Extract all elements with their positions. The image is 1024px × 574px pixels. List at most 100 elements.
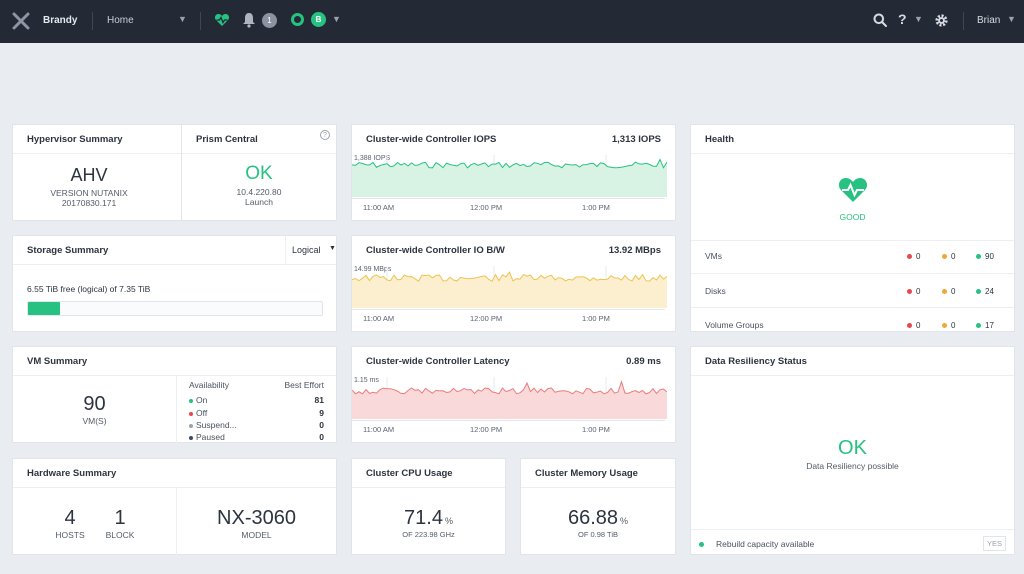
divider <box>92 12 93 30</box>
host-count-label: HOSTS <box>55 530 85 540</box>
best-effort-header: Best Effort <box>284 380 324 390</box>
critical-count[interactable]: 0 <box>907 287 920 296</box>
x-tick-label: 11:00 AM <box>363 314 395 323</box>
block-count-label: BLOCK <box>105 530 135 540</box>
card-title: Hypervisor Summary <box>27 134 123 145</box>
storage-mode-select[interactable]: Logical <box>292 245 321 255</box>
card-title: Prism Central <box>196 134 258 145</box>
storage-usage-bar <box>27 301 323 316</box>
vm-state-off[interactable]: Off <box>189 408 207 418</box>
help-icon[interactable]: ? <box>898 11 907 27</box>
model-label: MODEL <box>241 530 272 540</box>
health-status: GOOD <box>839 212 866 222</box>
resiliency-description: Data Resiliency possible <box>806 461 899 471</box>
host-count: 4 <box>64 507 76 529</box>
user-menu[interactable]: Brian <box>977 15 1001 26</box>
cpu-capacity: OF 223.98 GHz <box>402 530 455 539</box>
vm-state-count: 9 <box>319 408 324 418</box>
warning-count[interactable]: 0 <box>942 287 955 296</box>
vm-state-suspended[interactable]: Suspend... <box>189 420 237 430</box>
health-row-label[interactable]: VMs <box>705 251 722 261</box>
launch-link[interactable]: Launch <box>245 197 273 207</box>
x-tick-label: 1:00 PM <box>582 203 610 212</box>
chevron-down-icon[interactable]: ▼ <box>1007 14 1016 24</box>
card-title: Hardware Summary <box>27 468 117 479</box>
card-title: Cluster CPU Usage <box>366 468 453 479</box>
iops-chart[interactable] <box>352 155 667 197</box>
search-icon[interactable] <box>873 13 887 27</box>
warning-count[interactable]: 0 <box>942 321 955 330</box>
card-title: Storage Summary <box>27 245 109 256</box>
home-menu[interactable]: Home <box>107 15 134 26</box>
controller-latency-card: Cluster-wide Controller Latency 0.89 ms … <box>351 346 676 443</box>
rebuild-capacity-row[interactable]: Rebuild capacity available <box>699 539 814 549</box>
health-row-label[interactable]: Disks <box>705 286 726 296</box>
task-status-icon[interactable] <box>291 13 304 26</box>
bandwidth-value: 13.92 MBps <box>608 245 661 256</box>
card-title: Cluster-wide Controller IOPS <box>366 134 497 145</box>
good-count[interactable]: 24 <box>976 287 994 296</box>
chevron-down-icon[interactable]: ▼ <box>332 14 341 24</box>
vm-state-count: 0 <box>319 432 324 442</box>
notification-count-badge[interactable]: 1 <box>262 13 277 28</box>
controller-iops-card: Cluster-wide Controller IOPS 1,313 IOPS … <box>351 124 676 221</box>
vm-state-count: 81 <box>314 395 324 405</box>
hypervisor-version: VERSION NUTANIX <box>50 188 128 198</box>
card-title: Health <box>705 134 735 145</box>
iops-peak-label: 1,388 IOPS <box>354 155 391 162</box>
x-tick-label: 1:00 PM <box>582 425 610 434</box>
critical-count[interactable]: 0 <box>907 252 920 261</box>
chevron-down-icon[interactable]: ▼ <box>329 245 336 252</box>
vm-state-count: 0 <box>319 420 324 430</box>
storage-free-text: 6.55 TiB free (logical) of 7.35 TiB <box>27 284 151 294</box>
health-card: Health GOOD VMs 0 0 90 Disks 0 0 24 Volu… <box>690 124 1015 332</box>
critical-count[interactable]: 0 <box>907 321 920 330</box>
memory-usage-value: 66.88 <box>567 507 619 529</box>
vm-state-paused[interactable]: Paused <box>189 432 225 442</box>
user-initial-badge[interactable]: B <box>311 12 326 27</box>
data-resiliency-card: Data Resiliency Status OK Data Resilienc… <box>690 346 1015 555</box>
good-count[interactable]: 90 <box>976 252 994 261</box>
good-count[interactable]: 17 <box>976 321 994 330</box>
health-heart-icon <box>838 178 868 202</box>
cpu-usage-value: 71.4 <box>404 507 443 529</box>
latency-chart[interactable] <box>352 377 667 419</box>
x-tick-label: 11:00 AM <box>363 425 395 434</box>
card-title: Cluster Memory Usage <box>535 468 638 479</box>
iops-value: 1,313 IOPS <box>611 134 661 145</box>
bandwidth-chart[interactable] <box>352 266 667 308</box>
bandwidth-peak-label: 14.99 MBps <box>354 266 392 273</box>
x-tick-label: 12:00 PM <box>470 425 503 434</box>
controller-bandwidth-card: Cluster-wide Controller IO B/W 13.92 MBp… <box>351 235 676 332</box>
nutanix-logo-icon[interactable] <box>12 12 30 30</box>
warning-count[interactable]: 0 <box>942 252 955 261</box>
memory-usage-unit: % <box>620 516 629 526</box>
chevron-down-icon[interactable]: ▼ <box>178 14 187 24</box>
series-line <box>352 271 667 283</box>
health-heart-icon[interactable] <box>214 12 230 28</box>
card-title: VM Summary <box>27 356 88 367</box>
cluster-cpu-usage-card: Cluster CPU Usage 71.4% OF 223.98 GHz <box>351 458 506 555</box>
bell-icon[interactable] <box>242 12 256 28</box>
x-tick-label: 12:00 PM <box>470 203 503 212</box>
cluster-name[interactable]: Brandy <box>43 15 78 26</box>
vm-summary-card: VM Summary 90 VM(S) Availability Best Ef… <box>12 346 337 444</box>
health-row-label[interactable]: Volume Groups <box>705 320 764 330</box>
chevron-down-icon[interactable]: ▼ <box>914 14 923 24</box>
cluster-memory-usage-card: Cluster Memory Usage 66.88% OF 0.98 TiB <box>520 458 676 555</box>
card-title: Data Resiliency Status <box>705 356 807 367</box>
series-line <box>352 380 667 395</box>
model-name: NX-3060 <box>217 507 296 529</box>
vm-count-label: VM(S) <box>82 416 107 426</box>
memory-capacity: OF 0.98 TiB <box>577 530 619 539</box>
help-icon[interactable]: ? <box>320 130 330 140</box>
storage-usage-fill <box>28 302 61 315</box>
availability-header: Availability <box>189 380 230 390</box>
prism-ip: 10.4.220.80 <box>236 187 282 197</box>
series-line <box>352 158 667 169</box>
prism-status: OK <box>245 163 273 184</box>
vm-count: 90 <box>83 393 106 415</box>
vm-state-on[interactable]: On <box>189 395 207 405</box>
top-navigation-bar: Brandy Home ▼ 1 B ▼ ? ▼ Brian ▼ <box>0 0 1024 43</box>
gear-icon[interactable] <box>934 13 949 28</box>
